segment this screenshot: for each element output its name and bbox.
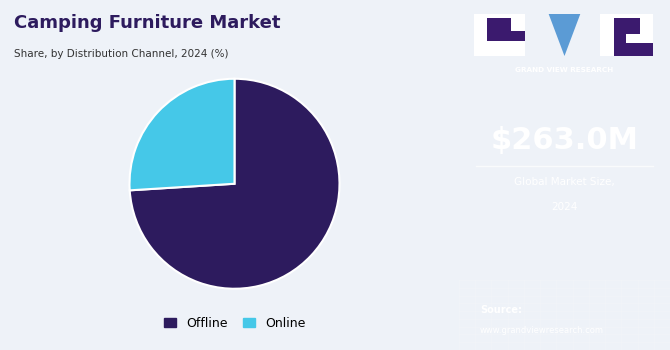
Text: Share, by Distribution Channel, 2024 (%): Share, by Distribution Channel, 2024 (%) — [14, 49, 228, 59]
FancyBboxPatch shape — [626, 43, 653, 56]
Text: 2024: 2024 — [551, 202, 578, 211]
Text: Global Market Size,: Global Market Size, — [514, 177, 615, 187]
FancyBboxPatch shape — [614, 18, 640, 34]
Legend: Offline, Online: Offline, Online — [159, 312, 310, 335]
Text: Source:: Source: — [480, 305, 522, 315]
Wedge shape — [129, 79, 234, 190]
FancyBboxPatch shape — [474, 14, 525, 56]
Text: www.grandviewresearch.com: www.grandviewresearch.com — [480, 326, 604, 335]
Polygon shape — [549, 14, 580, 56]
FancyBboxPatch shape — [614, 34, 626, 56]
FancyBboxPatch shape — [600, 14, 653, 56]
FancyBboxPatch shape — [487, 18, 511, 41]
Text: Camping Furniture Market: Camping Furniture Market — [14, 14, 280, 32]
Text: GRAND VIEW RESEARCH: GRAND VIEW RESEARCH — [515, 67, 614, 73]
Text: $263.0M: $263.0M — [490, 126, 639, 154]
Wedge shape — [130, 79, 340, 289]
FancyBboxPatch shape — [499, 31, 525, 41]
